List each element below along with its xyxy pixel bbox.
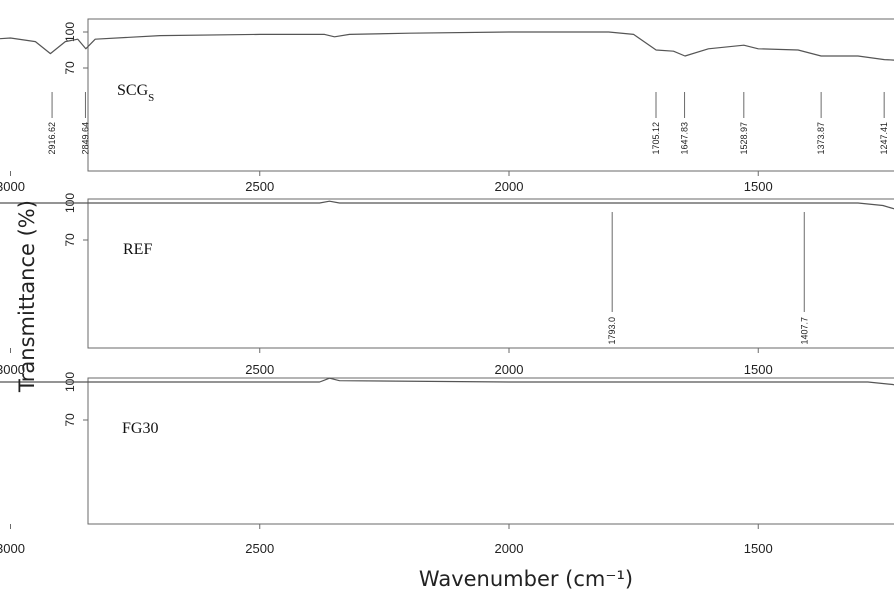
panel-scg: 10070350030002500200015001000SCGS3290.32… bbox=[0, 18, 894, 194]
x-tick-label: 2000 bbox=[495, 362, 524, 377]
sample-label: REF bbox=[123, 241, 152, 258]
x-axis-title: Wavenumber (cm⁻¹) bbox=[419, 567, 633, 591]
panel-frame bbox=[87, 198, 894, 349]
panel-fg30: 10070350030002500200015001000FG30977.307… bbox=[0, 372, 894, 556]
x-tick-label: 2500 bbox=[245, 362, 274, 377]
x-tick-label: 3000 bbox=[0, 541, 25, 556]
panel-frame bbox=[87, 377, 894, 525]
peak-label: 1528.97 bbox=[739, 122, 749, 155]
y-tick-label: 70 bbox=[63, 61, 77, 75]
sample-label: FG30 bbox=[122, 420, 158, 437]
x-tick-label: 3000 bbox=[0, 362, 25, 377]
sample-label: SCGS bbox=[117, 82, 154, 104]
spectrum-line-scg bbox=[0, 31, 894, 61]
spectra-panels: 10070350030002500200015001000SCGS3290.32… bbox=[0, 18, 894, 556]
x-tick-label: 2500 bbox=[245, 541, 274, 556]
spectrum-line-fg30 bbox=[0, 377, 894, 386]
x-tick-label: 1500 bbox=[744, 541, 773, 556]
peak-label: 2849.64 bbox=[80, 122, 90, 155]
peak-label: 1793.0 bbox=[607, 317, 617, 345]
spectrum-line-ref bbox=[0, 200, 894, 210]
peak-label: 1407.7 bbox=[799, 317, 809, 345]
y-tick-label: 70 bbox=[63, 233, 77, 247]
x-tick-label: 2000 bbox=[495, 179, 524, 194]
peak-label: 1647.83 bbox=[680, 122, 690, 155]
peak-label: 2916.62 bbox=[47, 122, 57, 155]
y-axis-title: Transmittance (%) bbox=[15, 200, 39, 393]
peak-label: 1373.87 bbox=[816, 122, 826, 155]
y-tick-label: 70 bbox=[63, 413, 77, 427]
x-tick-label: 3000 bbox=[0, 179, 25, 194]
x-tick-label: 2000 bbox=[495, 541, 524, 556]
panel-frame bbox=[87, 18, 894, 172]
panel-ref: 10070350030002500200015001000REF1793.014… bbox=[0, 193, 894, 377]
peak-label: 1705.12 bbox=[651, 122, 661, 155]
x-tick-label: 1500 bbox=[744, 179, 773, 194]
peak-label: 1247.41 bbox=[879, 122, 889, 155]
x-tick-label: 2500 bbox=[245, 179, 274, 194]
y-tick-label: 100 bbox=[63, 22, 77, 42]
x-tick-label: 1500 bbox=[744, 362, 773, 377]
